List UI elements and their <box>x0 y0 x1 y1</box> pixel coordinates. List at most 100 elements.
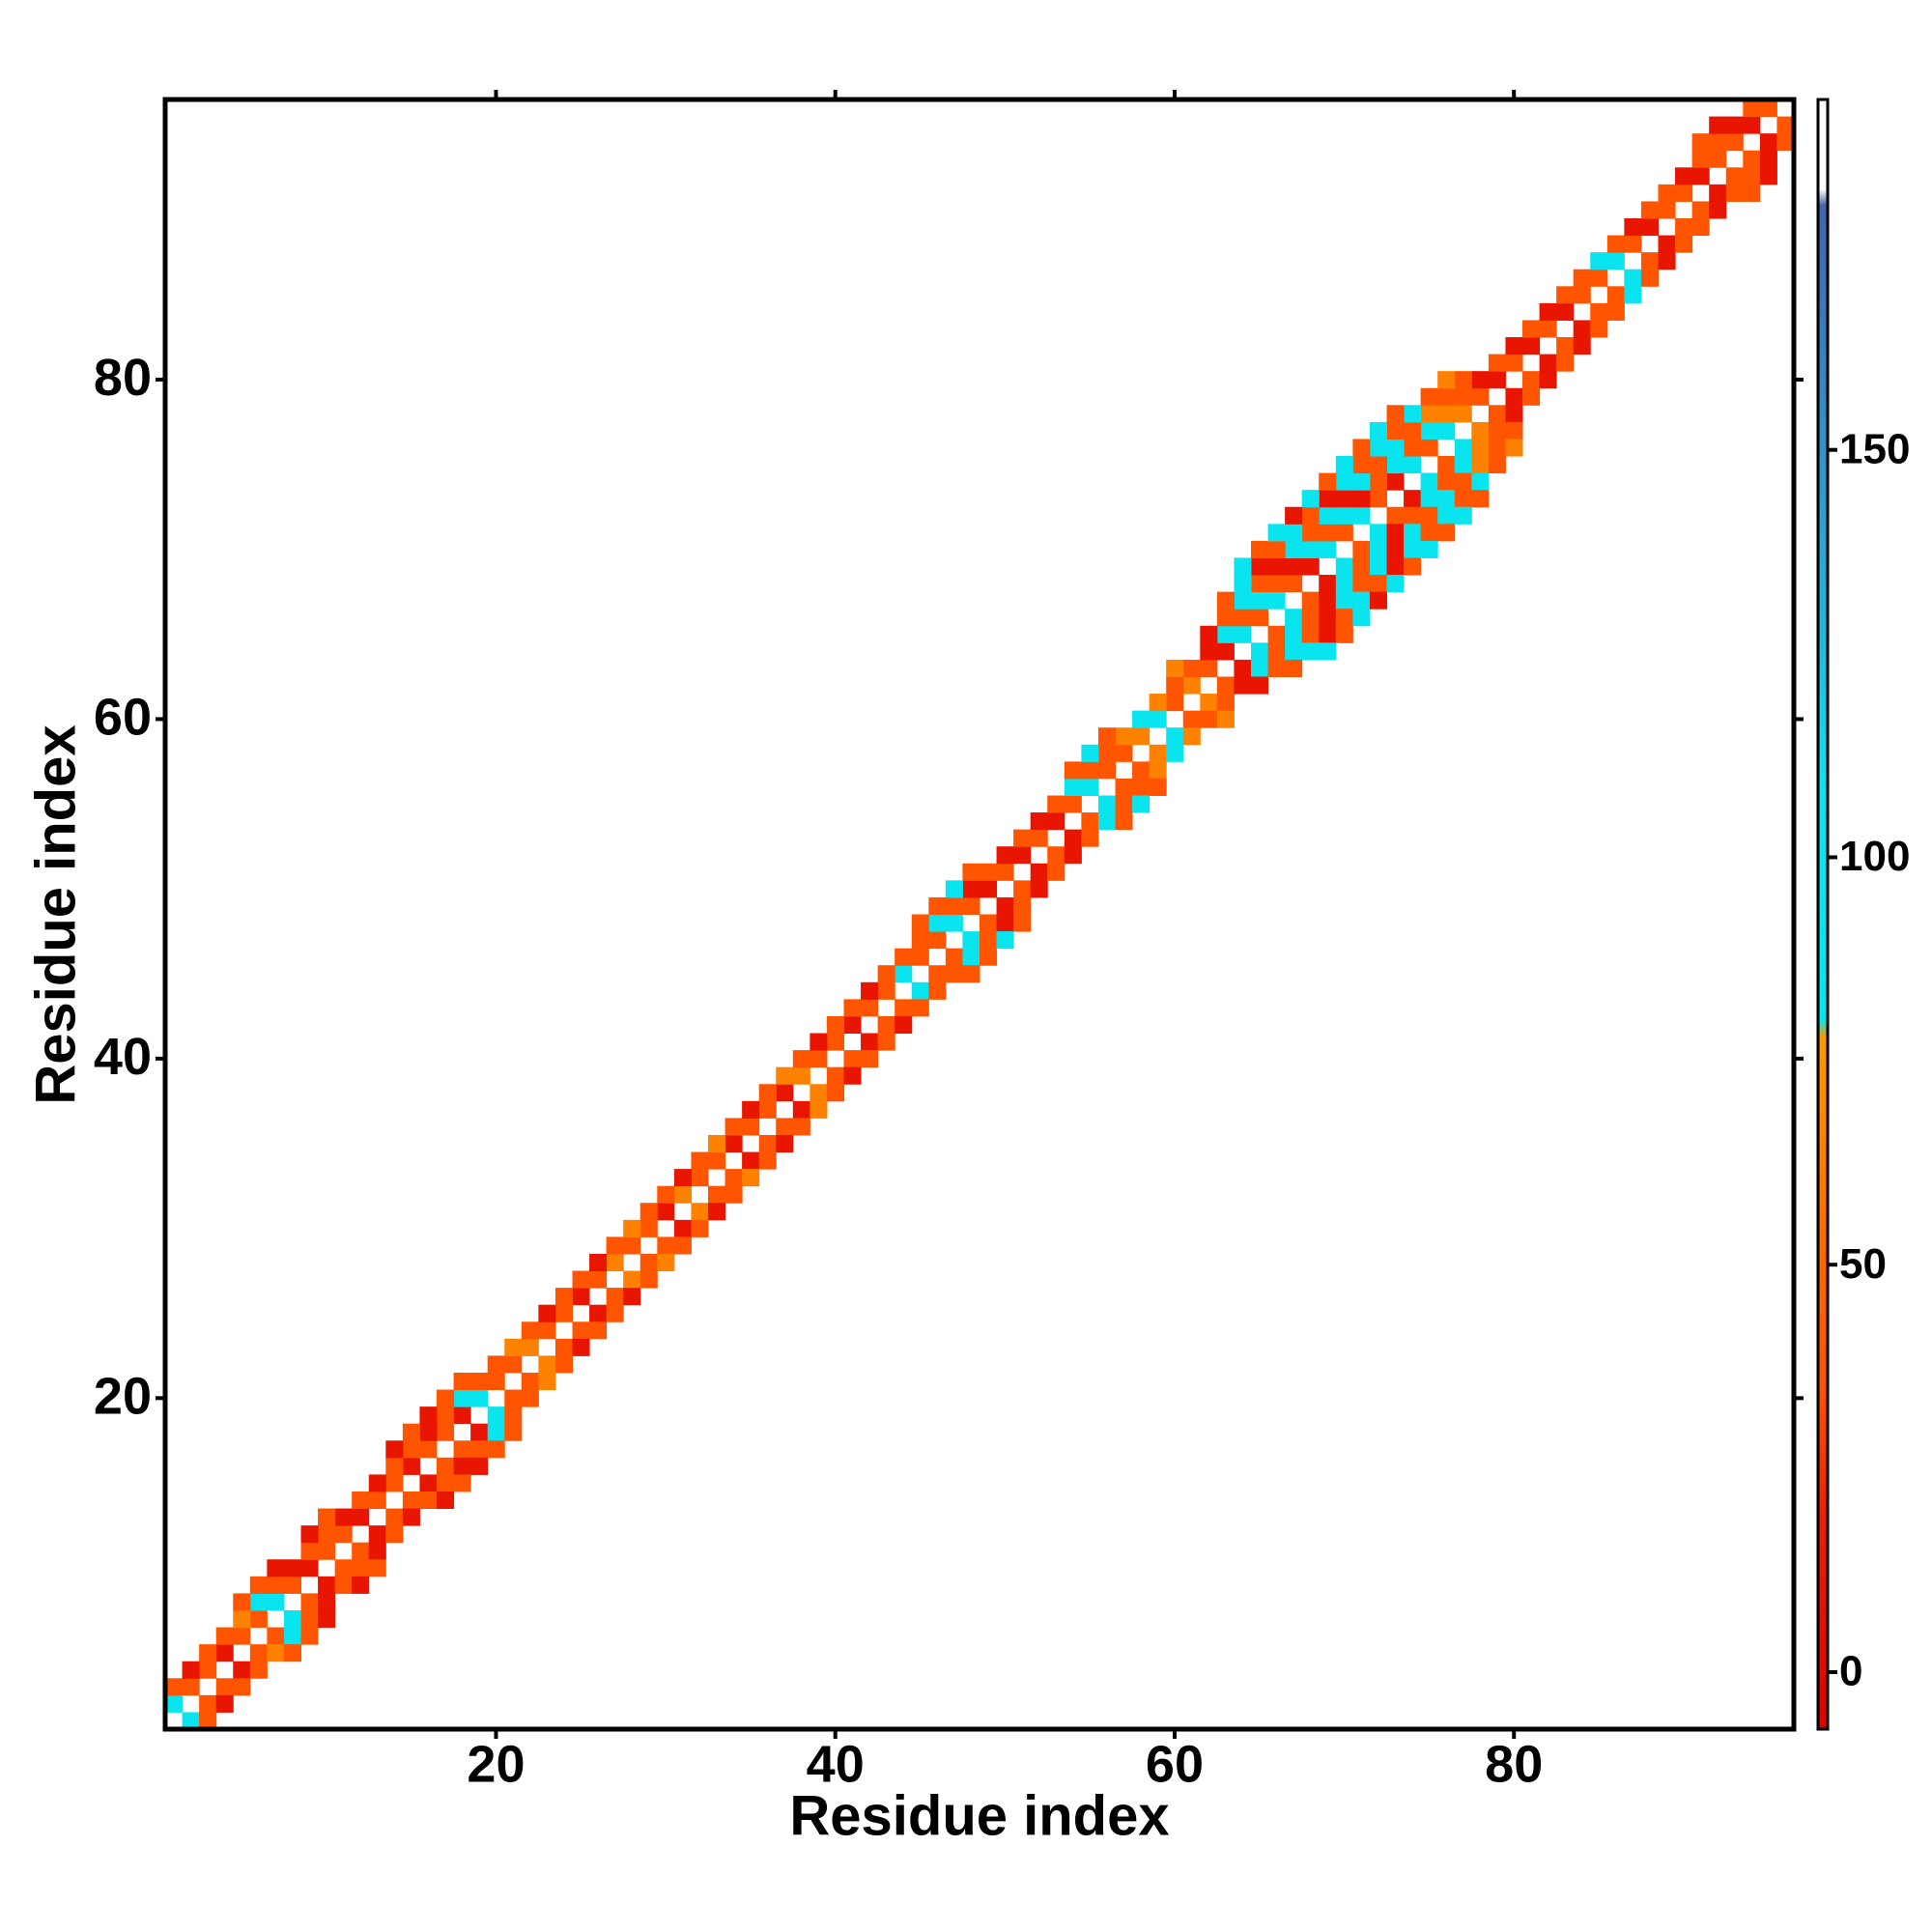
heatmap-cell <box>1064 778 1082 796</box>
heatmap-cell <box>1234 625 1252 643</box>
heatmap-cell <box>673 1169 692 1187</box>
heatmap-cell <box>1251 659 1269 677</box>
heatmap-cell <box>1573 337 1591 355</box>
heatmap-cell <box>1759 167 1777 185</box>
heatmap-cell <box>861 1033 879 1051</box>
heatmap-cell <box>861 1050 879 1068</box>
heatmap-cell <box>1404 506 1422 525</box>
heatmap-cell <box>182 1712 200 1730</box>
heatmap-cell <box>1386 540 1405 558</box>
heatmap-cell <box>843 1015 862 1035</box>
heatmap-cell <box>1216 710 1235 728</box>
heatmap-cell <box>1505 337 1523 355</box>
heatmap-cell <box>437 1406 455 1425</box>
heatmap-cell <box>673 1219 692 1237</box>
heatmap-cell <box>911 999 929 1017</box>
heatmap-cell <box>826 1084 844 1102</box>
heatmap-cell <box>1251 609 1269 627</box>
heatmap-cell <box>233 1661 251 1679</box>
heatmap-cell <box>470 1389 489 1407</box>
heatmap-cell <box>470 1372 489 1391</box>
heatmap-cell <box>1404 524 1422 542</box>
heatmap-cell <box>199 1644 217 1662</box>
heatmap-cell <box>1386 456 1405 474</box>
heatmap-cell <box>1216 609 1235 627</box>
heatmap-cell <box>1522 337 1541 355</box>
heatmap-cell <box>1234 659 1252 677</box>
heatmap-cell <box>419 1440 438 1459</box>
x-tick-label: 20 <box>467 1735 525 1793</box>
heatmap-cell <box>267 1644 285 1662</box>
heatmap-cell <box>1097 795 1116 813</box>
heatmap-cell <box>300 1525 319 1544</box>
heatmap-cell <box>691 1151 709 1170</box>
heatmap-cell <box>1369 490 1387 508</box>
y-tick-label: 20 <box>94 1368 152 1426</box>
heatmap-cell <box>1335 625 1353 643</box>
heatmap-cell <box>249 1644 268 1662</box>
heatmap-cell <box>1267 659 1286 677</box>
heatmap-cell <box>1658 235 1676 253</box>
heatmap-cell <box>233 1593 251 1611</box>
heatmap-cell <box>589 1304 608 1322</box>
heatmap-cell <box>1166 659 1184 677</box>
heatmap-cell <box>1522 320 1541 338</box>
heatmap-cell <box>980 948 998 966</box>
heatmap-cell <box>1743 116 1761 134</box>
heatmap-cell <box>1759 150 1777 168</box>
heatmap-cell <box>1267 540 1286 558</box>
heatmap-cell <box>623 1219 641 1237</box>
heatmap-cell <box>1624 235 1642 253</box>
heatmap-cell <box>895 999 913 1017</box>
heatmap-cell <box>895 948 913 966</box>
heatmap-cell <box>1234 609 1252 627</box>
heatmap-cell <box>249 1609 268 1629</box>
heatmap-cell <box>1539 302 1557 321</box>
heatmap-cell <box>911 948 929 966</box>
heatmap-cell <box>538 1355 556 1374</box>
heatmap-cell <box>895 1015 913 1035</box>
colorbar <box>1816 98 1830 1731</box>
heatmap-cell <box>1369 575 1387 593</box>
heatmap-cell <box>572 1288 590 1306</box>
heatmap-cell <box>1420 540 1438 558</box>
heatmap-cell <box>708 1151 726 1170</box>
heatmap-cell <box>1437 456 1456 474</box>
heatmap-cell <box>385 1508 404 1526</box>
heatmap-cell <box>1335 609 1353 627</box>
heatmap-cell <box>538 1372 556 1391</box>
heatmap-cell <box>1522 387 1541 406</box>
y-tick-label: 60 <box>94 689 152 747</box>
heatmap-cell <box>487 1440 505 1459</box>
heatmap-cell <box>1675 218 1693 237</box>
heatmap-cell <box>1590 302 1608 321</box>
heatmap-cell <box>1030 880 1048 898</box>
heatmap-cell <box>1743 167 1761 185</box>
heatmap-cell <box>182 1661 200 1679</box>
heatmap-cell <box>1335 472 1353 491</box>
heatmap-cell <box>1030 863 1048 881</box>
heatmap-cell <box>419 1406 438 1425</box>
heatmap-cell <box>1166 676 1184 695</box>
heatmap-cell <box>1301 557 1320 576</box>
heatmap-cell <box>962 948 980 966</box>
heatmap-cell <box>352 1542 370 1560</box>
heatmap-cell <box>1522 371 1541 389</box>
heatmap-cell <box>1301 609 1320 627</box>
colorbar-tick-label: 50 <box>1839 1240 1887 1288</box>
heatmap-cell <box>826 1066 844 1085</box>
heatmap-cell <box>606 1253 624 1272</box>
heatmap-cell <box>1454 387 1472 406</box>
heatmap-cell <box>1606 302 1625 321</box>
heatmap-cell <box>1709 116 1727 134</box>
heatmap-cell <box>402 1491 420 1510</box>
heatmap-cell <box>402 1457 420 1475</box>
heatmap-cell <box>1352 490 1371 508</box>
heatmap-cell <box>1251 676 1269 695</box>
heatmap-cell <box>300 1593 319 1611</box>
heatmap-cell <box>895 965 913 983</box>
heatmap-cell <box>1369 524 1387 542</box>
heatmap-cell <box>877 981 895 1000</box>
heatmap-cell <box>1471 456 1490 474</box>
heatmap-cell <box>1352 472 1371 491</box>
